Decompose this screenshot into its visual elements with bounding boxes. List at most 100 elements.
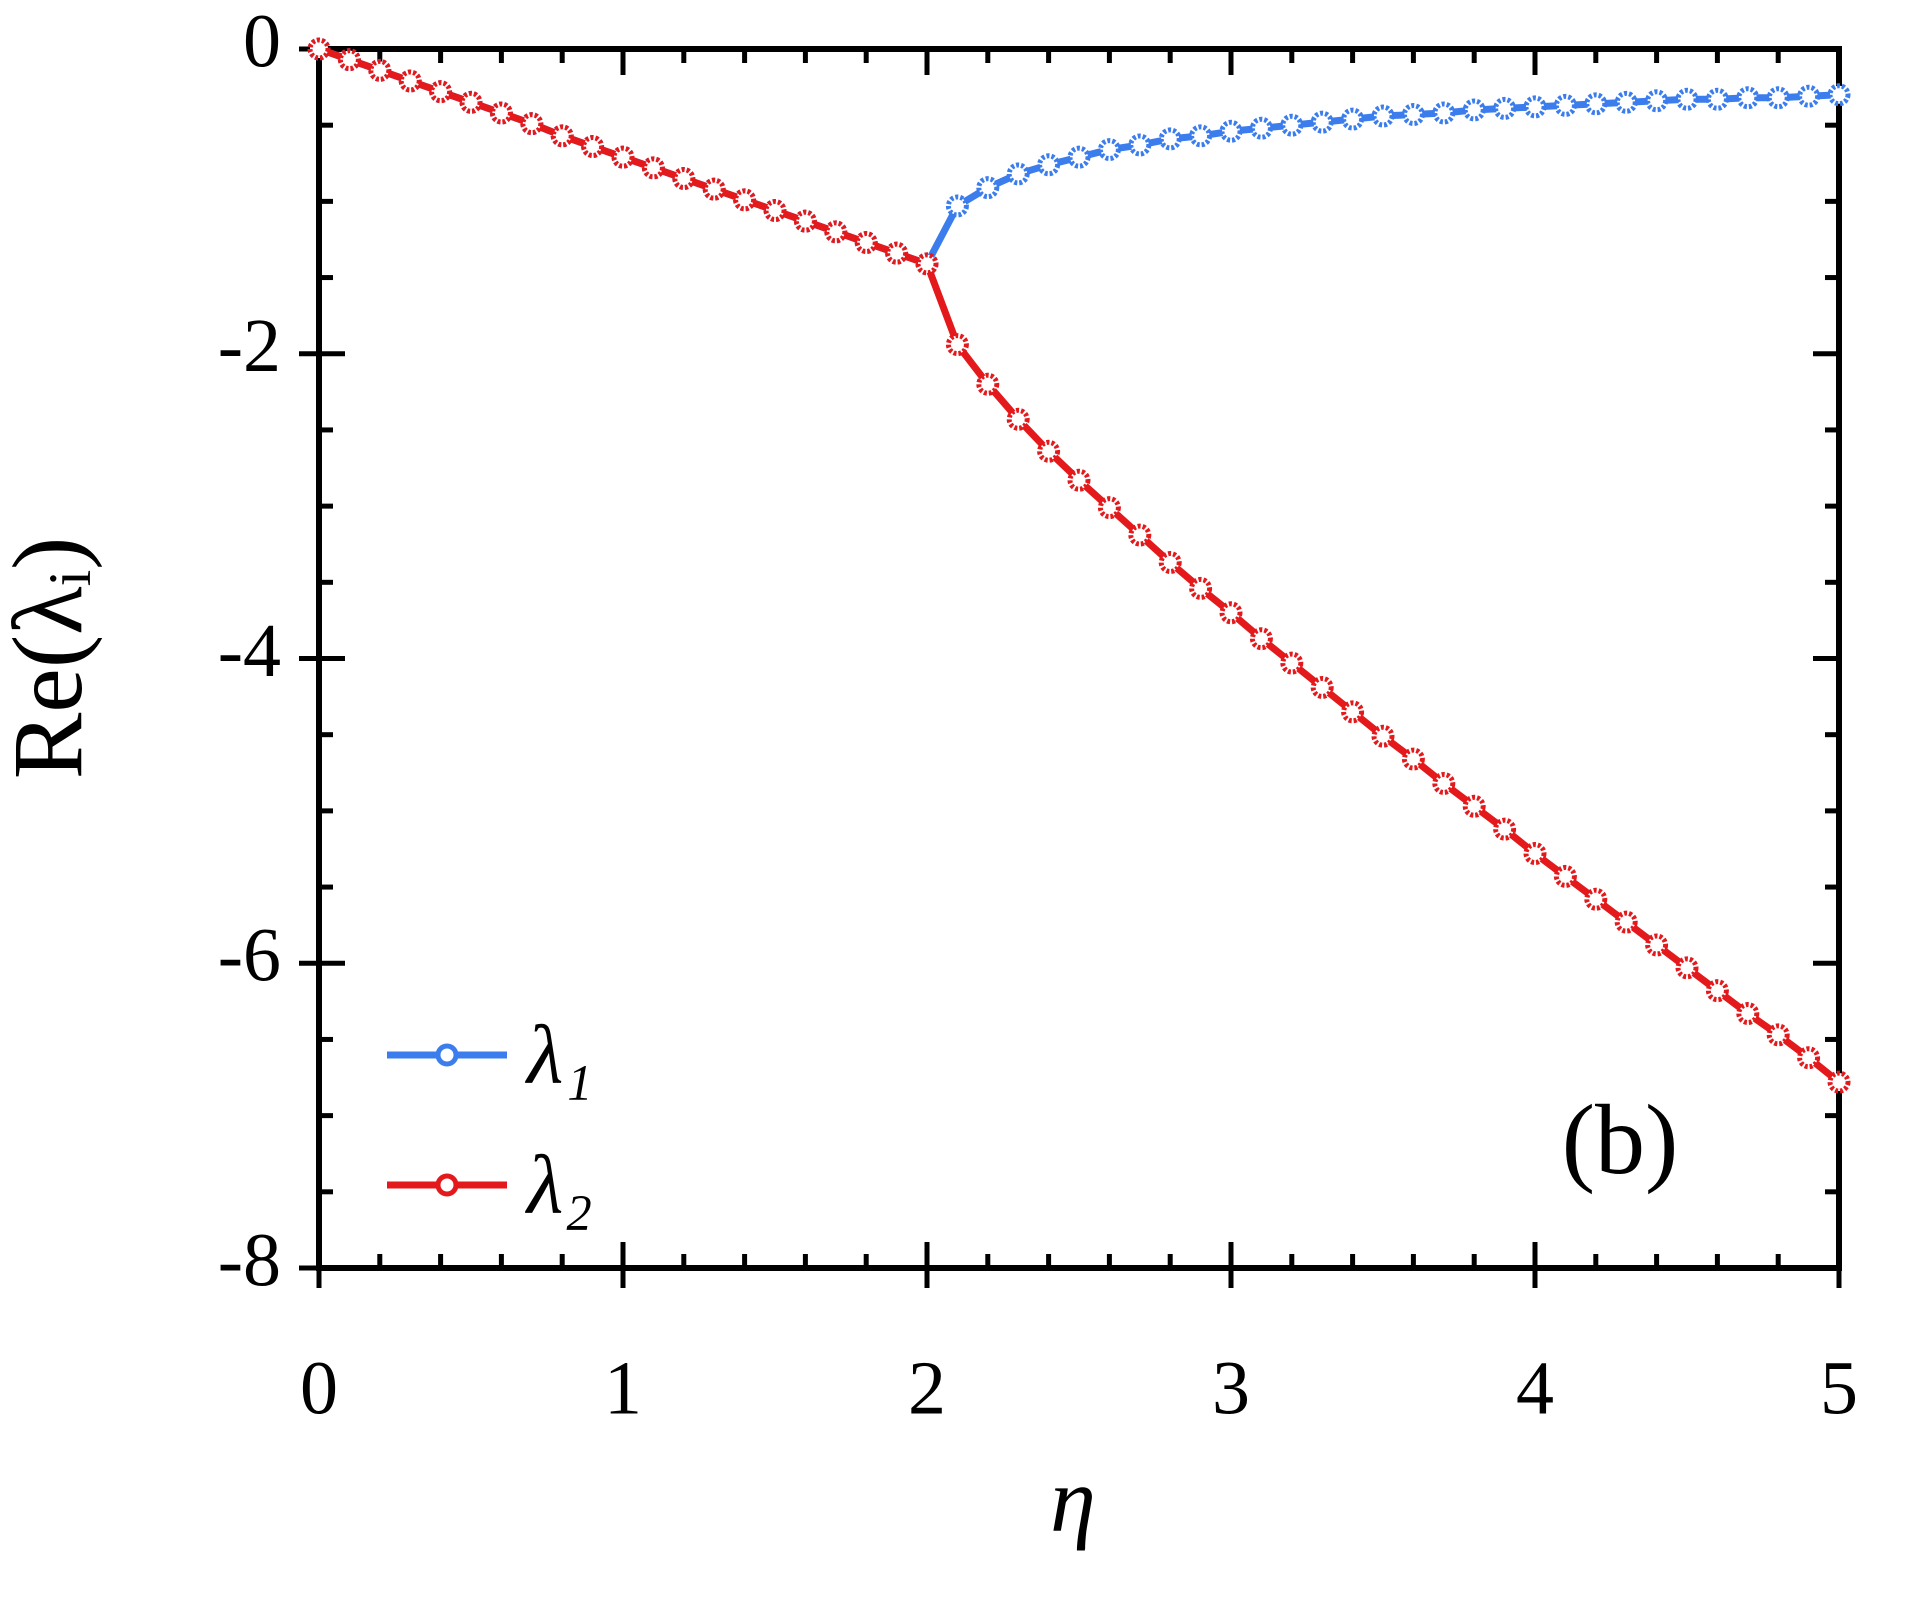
data-point [1401,747,1425,771]
data-point [1341,700,1365,724]
data-point [1037,439,1061,463]
data-point [1006,162,1030,186]
data-point [1280,651,1304,675]
data-point [429,80,453,104]
data-point [1493,817,1517,841]
y-tick-label: -2 [218,304,281,388]
data-point [1401,103,1425,127]
legend-label: λ₂ [524,1138,593,1231]
data-point [1128,133,1152,157]
data-point [854,231,878,255]
data-point [1249,627,1273,651]
data-point [763,199,787,223]
data-point [1097,138,1121,162]
series-line [317,45,1842,1085]
data-point [1705,979,1729,1003]
data-point [976,372,1000,396]
data-point [1705,87,1729,111]
y-tick-label: -8 [218,1218,281,1302]
x-tick-label: 5 [1820,1346,1858,1430]
data-point [1432,101,1456,125]
x-tick-label: 0 [300,1346,338,1430]
data-point [1219,119,1243,143]
data-point [1249,116,1273,140]
data-point [337,48,361,72]
data-point [1432,771,1456,795]
data-point [1280,113,1304,137]
legend-marker [435,1043,459,1067]
data-point [1067,468,1091,492]
data-point [1462,98,1486,122]
data-point [733,188,757,212]
data-point [1584,92,1608,116]
data-point [1736,1002,1760,1026]
data-point [1158,127,1182,151]
data-point [307,37,331,61]
y-tick-label: -6 [218,914,281,998]
data-point [1645,933,1669,957]
x-tick-label: 4 [1516,1346,1554,1430]
data-point [1675,956,1699,980]
data-point [702,177,726,201]
y-tick-label: 0 [243,0,281,83]
data-point [1797,84,1821,108]
data-point [550,124,574,148]
data-point [1827,1070,1851,1094]
y-axis-label: Re(λᵢ) [0,537,103,780]
data-point [1614,910,1638,934]
data-point [1310,110,1334,134]
data-point [672,167,696,191]
data-point [976,176,1000,200]
data-point [915,252,939,276]
data-point [1766,86,1790,110]
panel-label: (b) [1562,1084,1679,1195]
data-point [1614,90,1638,114]
data-point [1128,523,1152,547]
data-point [641,156,665,180]
data-point [1736,86,1760,110]
plot-frame [316,46,1842,1271]
data-point [398,69,422,93]
x-axis-label: η [1050,1449,1096,1551]
data-point [793,209,817,233]
data-point [1067,145,1091,169]
data-point [459,90,483,114]
data-point [1371,724,1395,748]
x-tick-label: 3 [1212,1346,1250,1430]
data-point [1493,96,1517,120]
data-point [1462,794,1486,818]
x-tick-label: 2 [908,1346,946,1430]
data-point [1766,1023,1790,1047]
data-point [1675,87,1699,111]
data-point [1189,576,1213,600]
data-point [1189,124,1213,148]
data-point [885,241,909,265]
y-tick-label: -4 [218,609,281,693]
data-point [824,220,848,244]
data-point [945,333,969,357]
data-point [1006,407,1030,431]
data-point [489,101,513,125]
data-point [1097,496,1121,520]
data-point [1553,93,1577,117]
legend-marker [435,1173,459,1197]
data-point [1645,89,1669,113]
data-point [1037,153,1061,177]
data-point [611,145,635,169]
x-tick-label: 1 [604,1346,642,1430]
data-point [1797,1046,1821,1070]
data-point [1310,675,1334,699]
data-point [1523,842,1547,866]
data-point [1371,104,1395,128]
data-point [945,194,969,218]
data-point [520,112,544,136]
data-point [368,58,392,82]
legend-label: λ₁ [524,1008,593,1101]
data-point [1827,83,1851,107]
data-point [1584,887,1608,911]
data-point [1523,95,1547,119]
data-point [1158,551,1182,575]
data-point [1219,601,1243,625]
data-point [1341,107,1365,131]
